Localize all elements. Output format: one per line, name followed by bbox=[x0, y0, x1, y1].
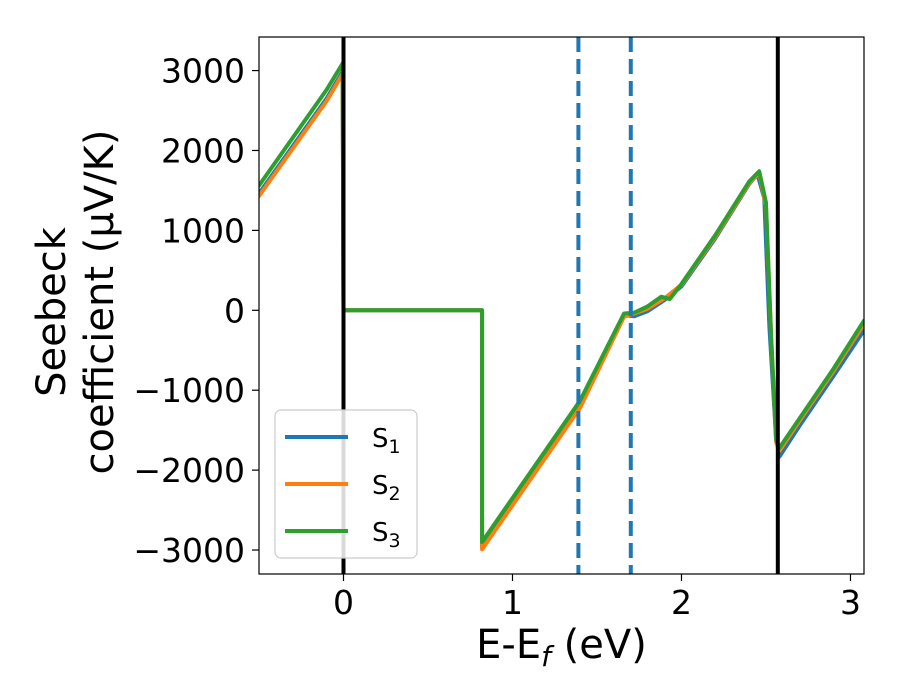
x-axis-title: E-Ef (eV) bbox=[476, 622, 647, 673]
plot-frame bbox=[258, 36, 865, 575]
x-tick-label: 3 bbox=[840, 583, 861, 622]
y-axis-title-line1: Seebeck bbox=[29, 226, 75, 397]
legend-label-s2: S2 bbox=[372, 471, 401, 505]
y-axis-title-line2: coefficient (μV/K) bbox=[77, 130, 123, 475]
y-tick-label: 3000 bbox=[161, 52, 245, 91]
x-tick-label: 0 bbox=[333, 583, 354, 622]
y-tick-label: 0 bbox=[224, 291, 245, 330]
legend-label-s1: S1 bbox=[372, 424, 401, 458]
x-tick-label: 1 bbox=[502, 583, 523, 622]
y-tick-label: −2000 bbox=[133, 451, 245, 490]
y-tick-label: −1000 bbox=[133, 371, 245, 410]
x-tick-label: 2 bbox=[671, 583, 692, 622]
y-tick-label: 2000 bbox=[161, 131, 245, 170]
y-tick-label: 1000 bbox=[161, 211, 245, 250]
legend-label-s3: S3 bbox=[372, 518, 401, 552]
y-tick-label: −3000 bbox=[133, 531, 245, 570]
